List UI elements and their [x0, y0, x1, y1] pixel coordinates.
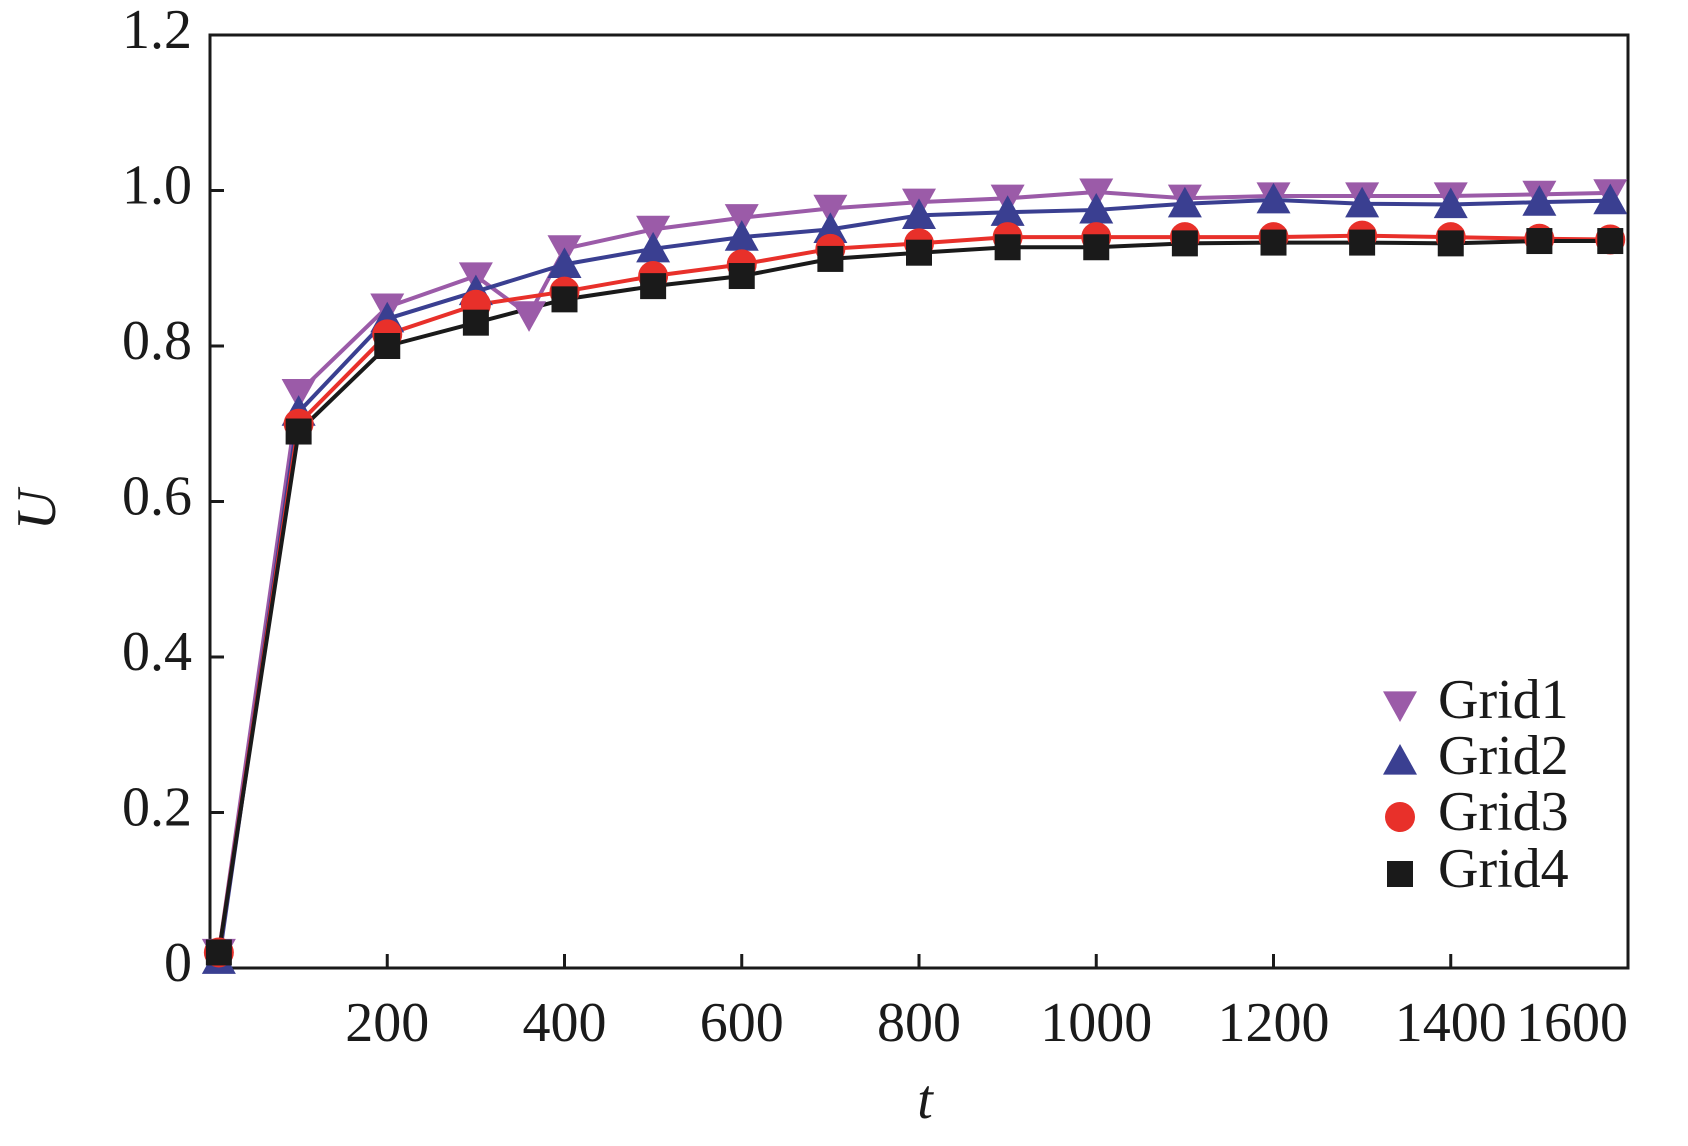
data-point [512, 301, 547, 332]
series-line [216, 197, 1611, 961]
data-point [724, 204, 759, 235]
data-point [1526, 228, 1553, 255]
data-point [902, 198, 936, 229]
x-tick-label: 1200 [1218, 992, 1330, 1054]
legend-label: Grid3 [1438, 781, 1569, 843]
x-tick-label: 1600 [1516, 992, 1628, 1054]
data-point [1167, 186, 1202, 218]
legend-marker [1385, 802, 1415, 832]
data-point [1597, 228, 1624, 255]
data-point [1433, 187, 1468, 219]
y-tick-label: 1.0 [122, 154, 192, 216]
x-tick-label: 600 [700, 992, 784, 1054]
plot-frame [208, 33, 1630, 970]
series-line [216, 190, 1611, 953]
series-line [216, 233, 1611, 953]
x-tick-label: 1000 [1040, 992, 1152, 1054]
y-tick-label: 0.8 [122, 310, 192, 372]
x-tick-label: 200 [345, 992, 429, 1054]
data-point [1437, 230, 1464, 257]
data-point [1171, 230, 1198, 257]
data-point [636, 215, 671, 247]
data-point [285, 418, 312, 445]
data-point [1260, 229, 1287, 256]
data-point [1593, 183, 1628, 215]
x-tick-label: 400 [523, 992, 607, 1054]
data-point [551, 286, 578, 313]
data-point [906, 239, 932, 266]
data-point [813, 212, 848, 243]
legend-label: Grid4 [1438, 838, 1569, 900]
data-point [1349, 229, 1376, 256]
data-point [1345, 186, 1380, 218]
data-point [1522, 185, 1557, 216]
data-point [1256, 182, 1291, 214]
y-axis-label: U [6, 486, 68, 530]
data-point [374, 333, 401, 359]
x-tick-label: 800 [877, 992, 961, 1054]
data-point [640, 273, 667, 300]
data-point [728, 263, 755, 290]
y-tick-label: 1.2 [122, 0, 192, 61]
data-point [994, 234, 1021, 261]
data-point [813, 194, 848, 226]
data-point [817, 245, 844, 272]
data-point [205, 939, 232, 966]
y-tick-label: 0 [164, 932, 192, 994]
x-axis-label: t [917, 1069, 934, 1131]
legend-marker [1383, 744, 1417, 775]
x-tick-label: 1400 [1395, 992, 1507, 1054]
legend-label: Grid2 [1438, 725, 1569, 787]
series-line [216, 239, 1611, 953]
legend-marker [1387, 861, 1413, 887]
y-tick-label: 0.2 [122, 776, 192, 838]
data-point [724, 220, 759, 251]
y-tick-label: 0.4 [122, 621, 192, 683]
y-tick-label: 0.6 [122, 465, 192, 527]
data-point [636, 231, 671, 263]
data-point [1083, 234, 1110, 261]
data-point [547, 247, 582, 278]
data-point [1079, 192, 1114, 224]
legend-marker [1383, 691, 1417, 722]
data-point [462, 309, 489, 336]
legend-label: Grid1 [1438, 669, 1569, 731]
data-point [990, 195, 1025, 226]
data-point [281, 379, 316, 410]
